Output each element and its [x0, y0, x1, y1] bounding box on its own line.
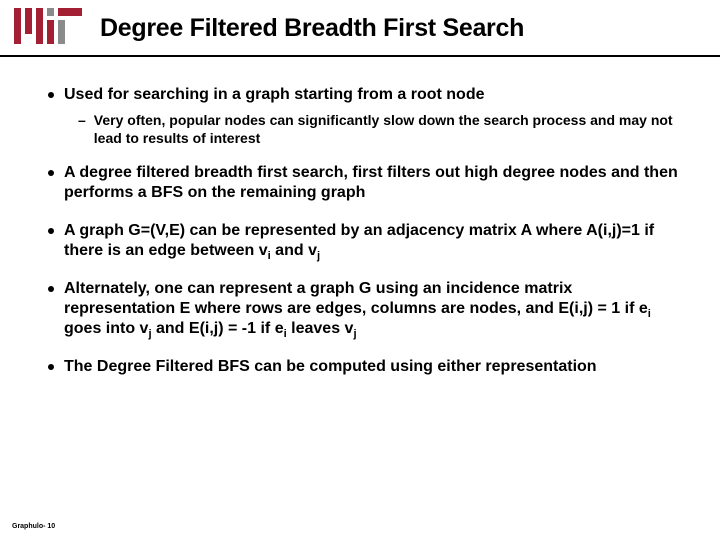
- bullet-dot-icon: [48, 170, 54, 176]
- bullet-item: Alternately, one can represent a graph G…: [48, 279, 686, 339]
- bullet-dot-icon: [48, 228, 54, 234]
- bullet-dot-icon: [48, 92, 54, 98]
- bullet-text: A degree filtered breadth first search, …: [64, 163, 686, 203]
- bullet-text: Alternately, one can represent a graph G…: [64, 279, 686, 339]
- sub-bullet-item: – Very often, popular nodes can signific…: [78, 111, 686, 147]
- slide-title: Degree Filtered Breadth First Search: [100, 14, 524, 43]
- bullet-item: A degree filtered breadth first search, …: [48, 163, 686, 203]
- bullet-dot-icon: [48, 364, 54, 370]
- mit-logo: [14, 8, 82, 49]
- bullet-text: A graph G=(V,E) can be represented by an…: [64, 221, 686, 261]
- dash-icon: –: [78, 111, 86, 147]
- bullet-text: The Degree Filtered BFS can be computed …: [64, 357, 597, 377]
- bullet-item: Used for searching in a graph starting f…: [48, 85, 686, 105]
- bullet-item: The Degree Filtered BFS can be computed …: [48, 357, 686, 377]
- sub-bullet-text: Very often, popular nodes can significan…: [94, 111, 686, 147]
- slide-header: Degree Filtered Breadth First Search: [0, 0, 720, 49]
- bullet-item: A graph G=(V,E) can be represented by an…: [48, 221, 686, 261]
- bullet-text: Used for searching in a graph starting f…: [64, 85, 485, 105]
- slide-content: Used for searching in a graph starting f…: [0, 57, 720, 377]
- slide-footer: Graphulo- 10: [12, 523, 55, 530]
- bullet-dot-icon: [48, 286, 54, 292]
